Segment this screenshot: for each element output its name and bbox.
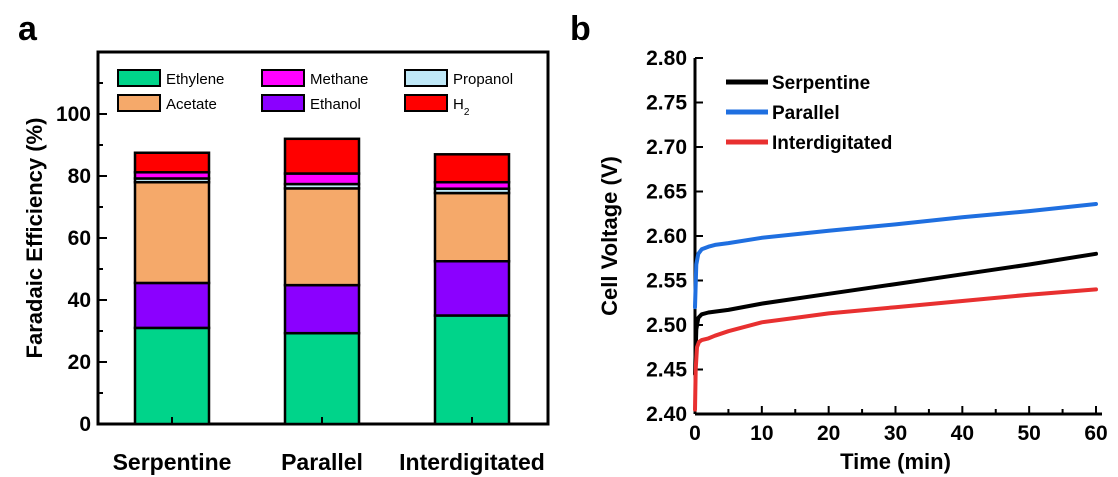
y-tick-label: 2.45: [646, 359, 687, 382]
bar-segment: [283, 283, 361, 335]
y-tick-label: 2.55: [646, 270, 687, 293]
bar-segment: [283, 187, 361, 287]
line-chart: 2.40 2.45 2.50 2.55 2.60 2.65 2.70 2.75 2.80 0 10 2…: [597, 47, 1108, 474]
bar-segment: [433, 314, 511, 426]
legend-label-main: H: [453, 96, 464, 113]
legend-swatch: [261, 69, 305, 87]
legend-label: Serpentine: [772, 73, 870, 94]
legend-label-sub: 2: [464, 107, 470, 118]
legend-swatch: [117, 94, 161, 112]
bar-segment: [133, 326, 211, 426]
y-tick-label: 100: [56, 103, 91, 126]
y-tick-label: 20: [68, 351, 91, 374]
legend-swatch: [117, 69, 161, 87]
panel-b-label: b: [570, 10, 591, 48]
x-tick-label: 0: [689, 422, 701, 445]
y-tick-label: 0: [79, 413, 91, 436]
x-category-label: Serpentine: [113, 449, 232, 475]
series-line: [693, 202, 1098, 310]
series-line: [693, 251, 1098, 376]
legend-label: Propanol: [453, 71, 513, 88]
legend-label: Parallel: [772, 103, 840, 124]
x-category-label: Parallel: [281, 449, 363, 475]
legend-swatch: [404, 94, 448, 112]
x-category-label: Interdigitated: [399, 449, 545, 475]
legend-label: Ethylene: [166, 71, 224, 88]
y-tick-label: 2.50: [646, 314, 687, 337]
y-tick-label: 60: [68, 227, 91, 250]
bar-segment: [433, 153, 511, 184]
x-tick-label: 60: [1084, 422, 1107, 445]
bar-segment: [133, 180, 211, 285]
legend-swatch: [261, 94, 305, 112]
bar-segment: [283, 331, 361, 426]
legend-label: Methane: [310, 71, 368, 88]
y-tick-label: 2.60: [646, 225, 687, 248]
y-axis-title: Faradaic Efficiency (%): [22, 118, 47, 359]
y-tick-label: 40: [68, 289, 91, 312]
x-tick-label: 10: [750, 422, 773, 445]
bar-segment: [133, 151, 211, 174]
y-tick-label: 2.40: [646, 403, 687, 426]
y-axis-title: Cell Voltage (V): [597, 156, 622, 316]
legend-label: H2: [453, 96, 470, 118]
legend-label: Interdigitated: [772, 133, 892, 154]
bar-segment: [283, 137, 361, 175]
x-tick-label: 50: [1017, 422, 1040, 445]
y-tick-label: 80: [68, 165, 91, 188]
x-tick-label: 40: [951, 422, 974, 445]
series-line: [693, 287, 1098, 412]
bar-segment: [433, 260, 511, 317]
legend-label: Ethanol: [310, 96, 361, 113]
bar-segment: [133, 281, 211, 330]
x-tick-label: 20: [817, 422, 840, 445]
legend-swatch: [404, 69, 448, 87]
bar-segment: [283, 172, 361, 186]
bar-chart: 0 20 40 60 80 100 Faradaic Efficiency (%) Serpe…: [22, 50, 550, 475]
x-axis-title: Time (min): [840, 449, 951, 474]
y-tick-label: 2.70: [646, 136, 687, 159]
y-tick-label: 2.75: [646, 92, 687, 115]
panel-a-label: a: [18, 10, 38, 48]
y-tick-label: 2.65: [646, 181, 687, 204]
bar-segment: [433, 191, 511, 263]
x-tick-label: 30: [884, 422, 907, 445]
y-tick-label: 2.80: [646, 47, 687, 70]
legend-label: Acetate: [166, 96, 217, 113]
